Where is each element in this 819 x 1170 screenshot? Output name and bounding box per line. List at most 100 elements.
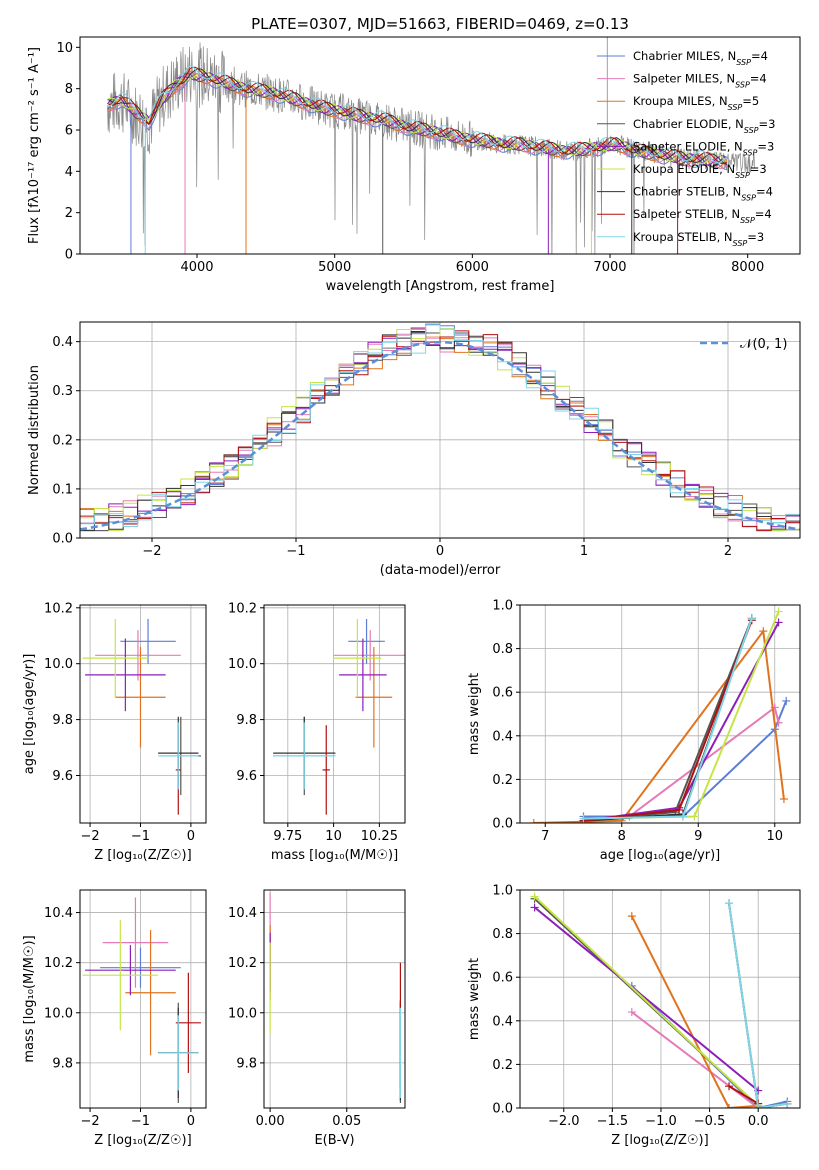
y-tick-label: 10.0 bbox=[228, 657, 257, 672]
weight-marker bbox=[675, 805, 684, 814]
x-tick-label: −1 bbox=[286, 544, 305, 559]
weight-marker bbox=[725, 1104, 734, 1108]
panel-weight-vs-Z: −2.0 −1.5 −1.0 −0.5 0.0 0.0 0.2 0.4 0.6 0.8 1.0 Z [… bbox=[467, 884, 801, 1148]
weight-line bbox=[630, 915, 759, 1108]
y-tick-label: 0.4 bbox=[52, 335, 73, 350]
plot-area bbox=[82, 897, 201, 1103]
legend-entry: Salpeter MILES, NSSP=4 bbox=[633, 72, 767, 90]
plot-area bbox=[82, 618, 201, 815]
weight-marker bbox=[725, 899, 734, 908]
y-tick-label: 10.4 bbox=[44, 906, 73, 921]
weight-marker bbox=[530, 892, 539, 901]
axes-frame bbox=[519, 604, 801, 824]
plot-area bbox=[273, 618, 405, 815]
y-tick-label: 9.6 bbox=[52, 769, 73, 784]
legend-entry: Kroupa ELODIE, NSSP=3 bbox=[633, 162, 767, 180]
axes-frame bbox=[79, 36, 801, 255]
gaussian-curve bbox=[80, 340, 800, 531]
y-tick-label: 0.6 bbox=[492, 686, 513, 701]
x-tick-label: 8000 bbox=[731, 260, 764, 275]
plot-area bbox=[107, 37, 755, 254]
x-tick-label: 0.05 bbox=[332, 1114, 361, 1129]
weight-marker bbox=[774, 618, 783, 627]
x-tick-label: 9.75 bbox=[273, 829, 302, 844]
weight-marker bbox=[690, 812, 699, 821]
legend-entry: 𝒩(0, 1) bbox=[740, 337, 787, 352]
y-tick-label: 0 bbox=[65, 248, 73, 263]
x-tick-label: 0.0 bbox=[748, 1114, 769, 1129]
x-axis-label: Z [log₁₀(Z/Z☉)] bbox=[611, 1133, 708, 1148]
histogram-step bbox=[80, 330, 800, 532]
weight-marker bbox=[774, 607, 783, 616]
x-tick-label: 7 bbox=[541, 829, 549, 844]
y-tick-label: 0.6 bbox=[492, 971, 513, 986]
plot-area bbox=[269, 892, 402, 1103]
plot-area bbox=[80, 323, 800, 532]
weight-marker bbox=[783, 1099, 792, 1108]
y-tick-label: 10.0 bbox=[44, 1006, 73, 1021]
weight-marker bbox=[782, 696, 791, 705]
y-tick-label: 9.8 bbox=[52, 713, 73, 728]
spectrum-model-line bbox=[107, 69, 728, 165]
weight-marker bbox=[774, 718, 783, 727]
spectrum-legend: Chabrier MILES, NSSP=4 Salpeter MILES, NS… bbox=[597, 49, 775, 247]
weight-line bbox=[728, 902, 788, 1108]
plot-area bbox=[530, 892, 792, 1108]
weight-marker bbox=[529, 819, 538, 823]
y-tick-label: 0.4 bbox=[492, 1014, 513, 1029]
weight-marker bbox=[754, 1104, 763, 1108]
weight-marker bbox=[530, 903, 539, 912]
x-tick-label: −0.5 bbox=[694, 1114, 726, 1129]
x-axis-label: Z [log₁₀(Z/Z☉)] bbox=[94, 1133, 191, 1148]
x-tick-label: 7000 bbox=[593, 260, 626, 275]
legend-entry: Chabrier ELODIE, NSSP=3 bbox=[633, 117, 775, 135]
panel-weight-vs-age: 7 8 9 10 0.0 0.2 0.4 0.6 0.8 1.0 age [log₁₀(age/yr… bbox=[467, 599, 801, 863]
axes-frame bbox=[263, 604, 406, 824]
weight-marker bbox=[678, 812, 687, 821]
legend-entry: Kroupa STELIB, NSSP=3 bbox=[633, 230, 764, 248]
y-tick-label: 0.2 bbox=[52, 433, 73, 448]
y-tick-label: 8 bbox=[65, 82, 73, 97]
legend-entry: Chabrier MILES, NSSP=4 bbox=[633, 49, 768, 67]
panel-mass-vs-Z: −2 −1 0 9.8 10.0 10.2 10.4 Z [log₁₀(Z/Z☉)] mass … bbox=[22, 889, 207, 1148]
y-tick-label: 9.8 bbox=[236, 1056, 257, 1071]
x-tick-label: 10.25 bbox=[361, 829, 398, 844]
x-axis-label: wavelength [Angstrom, rest frame] bbox=[326, 279, 555, 294]
x-tick-label: −2 bbox=[80, 1114, 99, 1129]
x-tick-label: −1 bbox=[131, 829, 150, 844]
y-tick-label: 9.8 bbox=[236, 713, 257, 728]
y-tick-label: 1.0 bbox=[492, 599, 513, 614]
figure-title: PLATE=0307, MJD=51663, FIBERID=0469, z=0… bbox=[251, 15, 629, 33]
y-tick-label: 0.0 bbox=[492, 817, 513, 832]
weight-line bbox=[533, 895, 759, 1107]
x-tick-label: −1 bbox=[131, 1114, 150, 1129]
x-axis-label: age [log₁₀(age/yr)] bbox=[600, 848, 721, 863]
y-tick-label: 10.2 bbox=[228, 956, 257, 971]
x-axis-label: E(B-V) bbox=[314, 1133, 354, 1148]
y-axis-label: mass weight bbox=[467, 673, 482, 755]
y-tick-label: 10.0 bbox=[44, 657, 73, 672]
y-tick-label: 10.0 bbox=[228, 1006, 257, 1021]
x-tick-label: 2 bbox=[724, 544, 732, 559]
x-tick-label: 10 bbox=[325, 829, 342, 844]
legend-entry: Chabrier STELIB, NSSP=4 bbox=[633, 185, 773, 203]
y-tick-label: 6 bbox=[65, 124, 73, 139]
weight-marker bbox=[627, 912, 636, 921]
y-axis-label: mass weight bbox=[467, 958, 482, 1040]
y-tick-label: 0.3 bbox=[52, 384, 73, 399]
x-tick-label: 10 bbox=[766, 829, 783, 844]
y-tick-label: 1.0 bbox=[492, 884, 513, 899]
spectrum-model-line bbox=[107, 68, 728, 165]
spectrum-model-line bbox=[107, 65, 728, 164]
y-tick-label: 0.0 bbox=[52, 532, 73, 547]
histogram-step bbox=[80, 331, 800, 532]
y-tick-label: 2 bbox=[65, 206, 73, 221]
weight-line bbox=[583, 621, 780, 822]
x-tick-label: 4000 bbox=[180, 260, 213, 275]
y-tick-label: 0.2 bbox=[492, 773, 513, 788]
panel-spectrum: 4000 5000 6000 7000 8000 0 2 4 6 8 10 wavelength [A… bbox=[27, 36, 801, 294]
y-tick-label: 0.2 bbox=[492, 1058, 513, 1073]
x-tick-label: 0.00 bbox=[256, 1114, 285, 1129]
y-axis-label: age [log₁₀(age/yr)] bbox=[22, 654, 37, 775]
